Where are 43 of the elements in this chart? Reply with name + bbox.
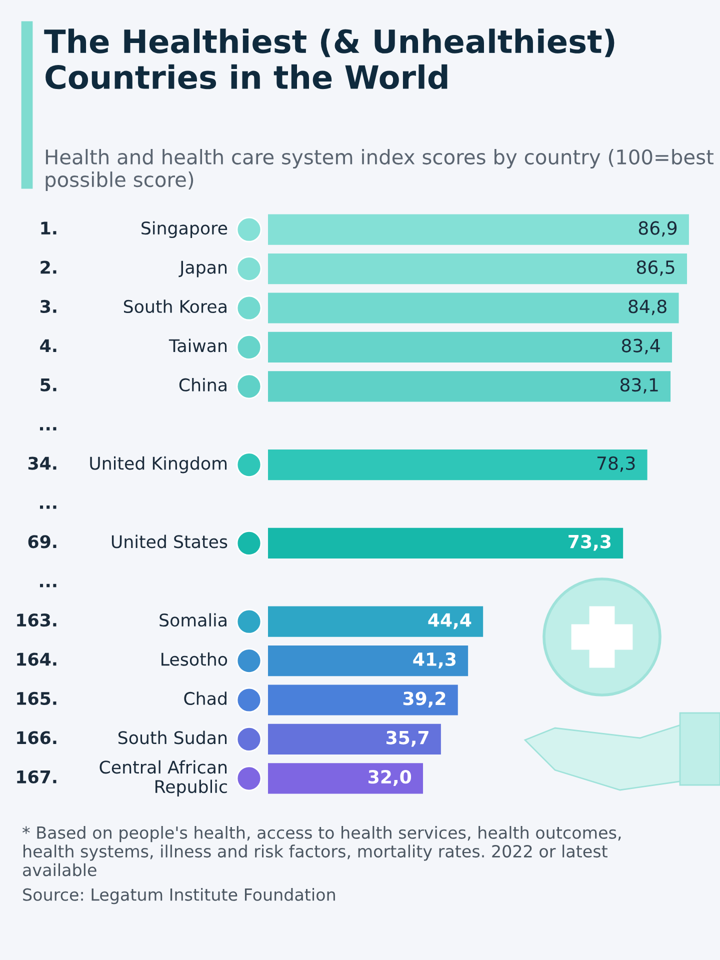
category-label: 165. Chad: [17, 692, 226, 706]
category-label: 5. China: [40, 378, 226, 392]
data-label: 73,3: [568, 534, 611, 551]
data-label: 83,1: [620, 378, 658, 394]
bar: [268, 332, 672, 362]
category-label: 163. Somalia: [17, 613, 226, 627]
category-label: 69. United States: [28, 534, 228, 548]
bar: [268, 450, 648, 480]
source-note: Source: Legatum Institute Foundation: [23, 888, 335, 904]
category-label: 4. Taiwan: [40, 338, 227, 352]
bar: [268, 646, 468, 676]
category-label: 1. Singapore: [41, 221, 228, 238]
data-label: 84,8: [628, 300, 666, 316]
bar: [268, 254, 688, 284]
bar: [268, 371, 671, 402]
data-label: 44,4: [428, 613, 472, 630]
bar: [268, 292, 679, 324]
text: * Based on people's health, access to health services, health outcomes, health systems, illness and risk factors, mortality rates. 2022 or latest available: [22, 826, 621, 876]
chart-title: The Healthiest (& Unhealthiest) Countries in the World: [44, 28, 614, 90]
chart-subtitle: Health and health care system index scores by country (100=best possible score): [46, 148, 714, 192]
category-label: 34. United Kingdom: [28, 456, 227, 474]
category-label: 167. Central African Republic: [17, 760, 227, 797]
bar: [268, 606, 484, 637]
data-label: 86,9: [638, 221, 677, 237]
data-label: 86,5: [636, 260, 674, 276]
data-label: 35,7: [386, 730, 428, 747]
bar: [268, 214, 689, 245]
category-label: 2. Japan: [40, 260, 227, 278]
category-label: 3. South Korea: [40, 300, 226, 314]
bar: [268, 684, 458, 716]
bar: [268, 724, 441, 754]
category-label: 164. Lesotho: [17, 652, 228, 666]
data-label: 78,3: [597, 456, 635, 472]
y-tick-label: ...: [40, 506, 56, 509]
bar: [268, 763, 424, 794]
category-label: 166. South Sudan: [17, 730, 227, 744]
bar: [268, 528, 624, 558]
y-tick-label: ...: [40, 427, 56, 430]
data-label: 39,2: [403, 692, 446, 708]
data-label: 32,0: [368, 770, 412, 786]
data-label: 41,3: [413, 652, 456, 668]
data-label: 83,4: [622, 338, 660, 354]
y-tick-label: ...: [40, 584, 56, 588]
